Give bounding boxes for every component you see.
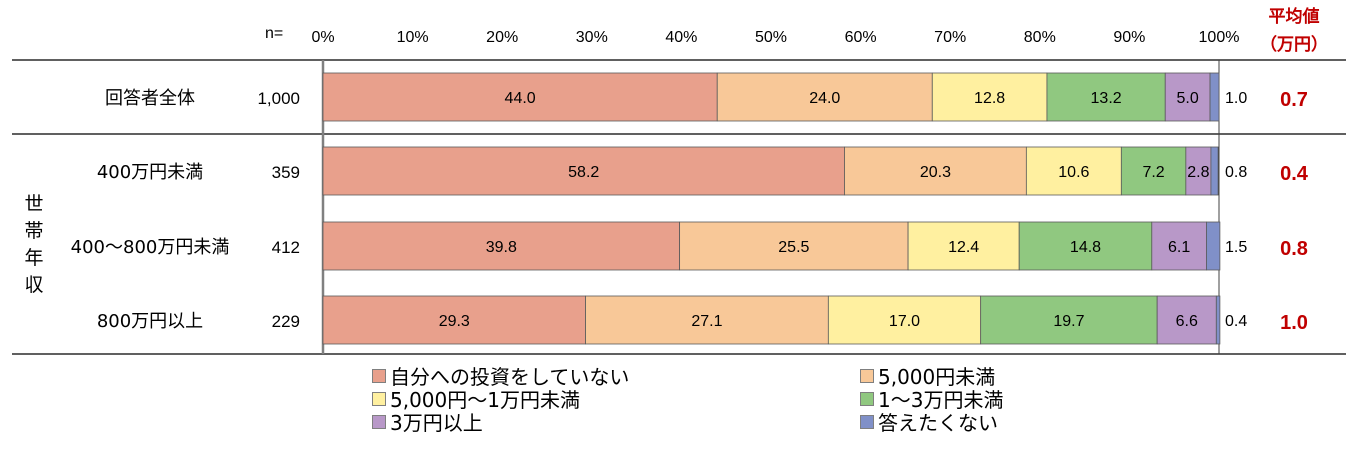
data-label: 29.3 bbox=[439, 313, 470, 330]
data-label: 7.2 bbox=[1142, 164, 1164, 181]
legend-item: 5,000円未満 bbox=[860, 366, 995, 388]
n-value: 359 bbox=[272, 163, 300, 182]
bar-segment bbox=[322, 72, 718, 122]
legend-label: 5,000円～1万円未満 bbox=[390, 388, 580, 412]
x-tick-label: 100% bbox=[1199, 29, 1240, 46]
mean-value: 0.7 bbox=[1280, 89, 1308, 111]
bar-segment bbox=[980, 295, 1158, 345]
data-label: 12.4 bbox=[948, 239, 979, 256]
data-label: 5.0 bbox=[1177, 90, 1199, 107]
category-label: 400万円未満 bbox=[97, 162, 203, 183]
data-label: 20.3 bbox=[920, 164, 951, 181]
data-label: 14.8 bbox=[1070, 239, 1101, 256]
legend-label: 自分への投資をしていない bbox=[390, 365, 630, 389]
data-label: 12.8 bbox=[974, 90, 1005, 107]
x-tick-label: 60% bbox=[845, 29, 877, 46]
bar-segment bbox=[1210, 146, 1219, 196]
n-value: 1,000 bbox=[257, 89, 300, 108]
legend-item: 5,000円～1万円未満 bbox=[372, 389, 580, 411]
legend-item: 自分への投資をしていない bbox=[372, 366, 629, 388]
legend-label: 5,000円未満 bbox=[878, 365, 996, 389]
legend-swatch bbox=[860, 415, 874, 429]
legend-item: 3万円以上 bbox=[372, 412, 483, 434]
data-label: 44.0 bbox=[505, 90, 536, 107]
bar-segment bbox=[1164, 72, 1211, 122]
group-label-char: 年 bbox=[24, 247, 43, 269]
bar-segment bbox=[907, 221, 1020, 271]
data-label: 13.2 bbox=[1091, 90, 1122, 107]
category-label: 800万円以上 bbox=[97, 311, 203, 332]
x-tick-label: 30% bbox=[576, 29, 608, 46]
group-label-char: 収 bbox=[24, 274, 43, 296]
bar-segment bbox=[931, 72, 1048, 122]
data-label: 25.5 bbox=[778, 239, 809, 256]
data-label: 6.6 bbox=[1176, 313, 1198, 330]
bar-segment bbox=[322, 146, 845, 196]
bar-segment bbox=[827, 295, 982, 345]
category-label: 400～800万円未満 bbox=[71, 237, 230, 258]
legend-swatch bbox=[860, 392, 874, 406]
group-label-char: 帯 bbox=[24, 220, 43, 242]
data-label: 27.1 bbox=[691, 313, 722, 330]
data-label: 2.8 bbox=[1187, 164, 1209, 181]
bar-segment bbox=[322, 295, 586, 345]
legend-swatch bbox=[372, 392, 386, 406]
x-tick-label: 90% bbox=[1113, 29, 1145, 46]
bar-segment bbox=[585, 295, 829, 345]
bar-segment bbox=[1156, 295, 1217, 345]
bar-segment bbox=[1206, 221, 1221, 271]
mean-value: 0.8 bbox=[1280, 238, 1308, 260]
data-label: 6.1 bbox=[1168, 239, 1190, 256]
legend-label: 1～3万円未満 bbox=[878, 388, 1004, 412]
bar-segment bbox=[1215, 295, 1221, 345]
bar-segment bbox=[1151, 221, 1207, 271]
bar-segment bbox=[1046, 72, 1166, 122]
bar-segment bbox=[1120, 146, 1187, 196]
legend-swatch bbox=[860, 369, 874, 383]
data-label: 1.0 bbox=[1225, 90, 1247, 107]
data-label: 0.8 bbox=[1225, 164, 1247, 181]
bar-segment bbox=[1209, 72, 1220, 122]
group-label-char: 世 bbox=[24, 193, 43, 215]
data-label: 1.5 bbox=[1225, 239, 1247, 256]
legend-item: 1～3万円未満 bbox=[860, 389, 1003, 411]
x-tick-label: 0% bbox=[311, 29, 334, 46]
mean-header-title: 平均値 bbox=[1269, 6, 1320, 27]
legend-item: 答えたくない bbox=[860, 412, 998, 434]
bar-segment bbox=[716, 72, 933, 122]
x-tick-label: 40% bbox=[665, 29, 697, 46]
x-tick-label: 70% bbox=[934, 29, 966, 46]
n-header: n= bbox=[265, 25, 283, 42]
data-label: 0.4 bbox=[1225, 313, 1247, 330]
data-label: 24.0 bbox=[809, 90, 840, 107]
data-label: 10.6 bbox=[1058, 164, 1089, 181]
x-tick-label: 80% bbox=[1024, 29, 1056, 46]
legend-swatch bbox=[372, 369, 386, 383]
category-label: 回答者全体 bbox=[105, 88, 195, 109]
mean-value: 1.0 bbox=[1280, 312, 1308, 334]
x-tick-label: 50% bbox=[755, 29, 787, 46]
bar-segment bbox=[844, 146, 1027, 196]
bar-segment bbox=[1018, 221, 1153, 271]
mean-value: 0.4 bbox=[1280, 163, 1309, 185]
legend-label: 3万円以上 bbox=[390, 411, 483, 435]
legend-swatch bbox=[372, 415, 386, 429]
bar-segment bbox=[322, 221, 681, 271]
data-label: 19.7 bbox=[1053, 313, 1084, 330]
n-value: 412 bbox=[272, 238, 300, 257]
data-label: 39.8 bbox=[486, 239, 517, 256]
mean-header-unit: （万円） bbox=[1260, 34, 1328, 55]
x-tick-label: 20% bbox=[486, 29, 518, 46]
n-value: 229 bbox=[272, 312, 300, 331]
legend-label: 答えたくない bbox=[878, 411, 998, 435]
x-tick-label: 10% bbox=[397, 29, 429, 46]
data-label: 58.2 bbox=[568, 164, 599, 181]
data-label: 17.0 bbox=[889, 313, 920, 330]
